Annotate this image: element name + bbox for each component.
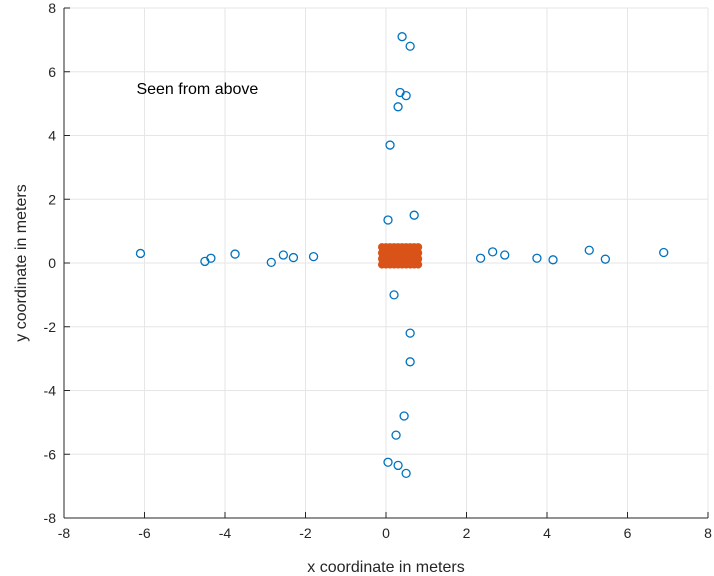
cluster-point [414,243,423,252]
scatter-point [532,253,542,263]
scatter-point [401,468,411,479]
scatter-point [391,430,401,440]
scatter-point [308,251,319,262]
scatter-point [500,250,510,260]
y-tick-label: 6 [48,64,56,80]
x-tick-label: 2 [463,525,471,541]
scatter-point [405,41,415,51]
y-tick-label: 8 [48,0,56,16]
scatter-point [389,290,399,300]
x-tick-label: -2 [299,525,312,541]
scatter-point [600,254,611,264]
tick-labels: -8 -6 -4 -2 0 2 4 6 8 8 6 4 2 0 -2 -4 -6 -8 [44,0,713,541]
y-tick-label: 2 [48,191,56,207]
scatter-point [659,247,669,258]
y-tick-label: -6 [44,446,57,462]
scatter-point [475,253,486,263]
scatter-point [383,457,393,467]
scatter-point [383,215,393,225]
scatter-point [288,252,299,263]
x-tick-label: -6 [138,525,151,541]
x-tick-label: 0 [382,525,390,541]
x-tick-label: 4 [543,525,551,541]
y-tick-label: -8 [44,510,57,526]
scatter-point [230,249,240,259]
scatter-points [135,32,669,479]
scatter-point [393,102,403,112]
x-axis-label: x coordinate in meters [307,559,464,576]
scatter-point [409,210,419,220]
scatter-point [488,247,498,257]
scatter-point [393,460,403,471]
scatter-point [206,253,216,263]
scatter-point [548,255,558,265]
dense-cluster [377,243,423,269]
scatter-point [278,250,289,260]
cluster-point [414,248,423,257]
scatter-point [135,248,146,259]
cluster-point [414,260,423,269]
scatter-point [266,257,276,268]
x-tick-label: -8 [58,525,71,541]
x-tick-label: 6 [624,525,632,541]
scatter-point [405,357,415,367]
cluster-point [414,254,423,263]
scatter-point [399,411,409,421]
x-tick-label: -4 [219,525,232,541]
y-axis-label: y coordinate in meters [13,184,30,341]
scatter-point [397,32,407,42]
x-tick-label: 8 [704,525,712,541]
scatter-point [385,140,395,150]
y-tick-label: 0 [48,255,56,271]
scatter-point [584,245,594,255]
scatter-point [405,328,415,338]
axes-frame [63,7,709,519]
y-tick-label: -4 [44,383,57,399]
y-tick-label: 4 [48,128,56,144]
scatter-point [401,91,411,101]
annotation-text: Seen from above [136,81,258,98]
y-tick-label: -2 [44,319,57,335]
